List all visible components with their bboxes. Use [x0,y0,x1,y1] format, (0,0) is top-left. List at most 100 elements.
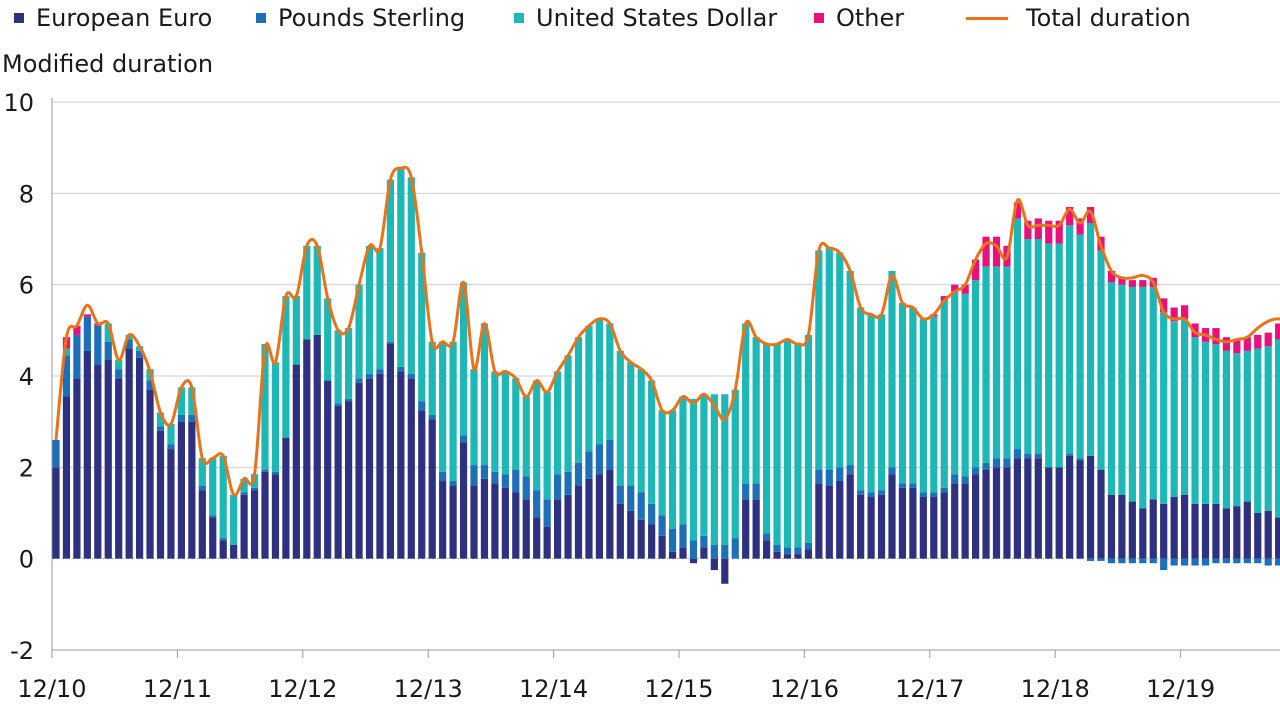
bar-segment-united-states-dollar [240,478,248,493]
legend-label-pounds-sterling: Pounds Sterling [278,4,466,32]
bar-segment-united-states-dollar [397,168,405,367]
bar-segment-united-states-dollar [1139,286,1147,509]
bar-segment-other [1118,277,1126,285]
bar-segment-united-states-dollar [324,298,332,381]
bar-segment-european-euro [230,544,238,559]
bar-segment-united-states-dollar [1097,250,1105,470]
bar-segment-european-euro [668,551,677,559]
bar-segment-other [83,314,91,317]
bar-segment-european-euro [115,378,123,559]
bar-segment-european-euro [867,497,875,559]
bar-segment-pounds-sterling [480,465,489,479]
bar-segment-pounds-sterling [345,398,353,402]
legend-label-european-euro: European Euro [36,4,213,32]
bar-segment-other [961,284,969,294]
bar-segment-pounds-sterling [167,444,175,450]
bar-segment-pounds-sterling [648,503,656,525]
bar-segment-pounds-sterling [386,341,394,345]
bar-segment-european-euro [574,485,583,559]
bar-segment-pounds-sterling [136,350,144,358]
bar-segment-european-euro [1086,455,1095,559]
bar-segment-other [1086,207,1095,224]
bar-segment-pounds-sterling [418,401,426,411]
bar-segment-pounds-sterling [1222,558,1230,564]
bar-segment-united-states-dollar [115,360,123,370]
bar-segment-other [1170,307,1178,322]
bar-segment-pounds-sterling [271,471,280,475]
y-tick-label: 8 [19,180,34,208]
bar-segment-united-states-dollar [62,348,71,356]
bar-segment-european-euro [397,371,405,559]
bar-segment-united-states-dollar [386,179,394,342]
bar-segment-united-states-dollar [637,369,645,493]
bar-segment-other [992,236,1001,267]
bar-segment-pounds-sterling [1107,558,1116,564]
bar-segment-european-euro [564,494,572,559]
bar-segment-european-euro [522,499,530,559]
bar-segment-united-states-dollar [407,177,415,374]
bar-segment-european-euro [219,540,227,559]
bar-segment-united-states-dollar [428,341,436,415]
bar-segment-united-states-dollar [1003,266,1011,459]
bar-segment-pounds-sterling [679,524,687,548]
bar-segment-european-euro [1118,494,1126,559]
bar-segment-european-euro [658,535,666,559]
bar-segment-european-euro [648,524,656,559]
bar-segment-european-euro [104,360,112,559]
bar-segment-european-euro [794,554,802,559]
bar-segment-pounds-sterling [752,483,760,500]
bar-segment-united-states-dollar [418,252,426,402]
bar-segment-pounds-sterling [1076,458,1084,461]
bar-segment-united-states-dollar [648,380,656,504]
bar-segment-pounds-sterling [940,487,948,493]
bar-segment-european-euro [783,554,792,559]
bar-segment-pounds-sterling [1275,558,1280,566]
bar-segment-pounds-sterling [1264,558,1272,566]
bar-segment-european-euro [459,442,468,559]
bar-segment-european-euro [334,405,342,559]
bar-segment-united-states-dollar [961,293,969,477]
total-duration-line [54,165,1280,497]
bar-segment-pounds-sterling [250,487,259,491]
bar-segment-pounds-sterling [1201,558,1210,566]
bar-segment-other [1275,323,1280,340]
bar-segment-european-euro [1045,467,1053,559]
bar-segment-united-states-dollar [1086,223,1095,456]
bar-segment-european-euro [846,474,854,559]
bar-segment-pounds-sterling [1013,449,1021,459]
bar-segment-pounds-sterling [83,316,91,351]
bar-segment-european-euro [177,421,185,559]
bar-segment-pounds-sterling [992,458,1001,468]
bar-segment-european-euro [595,474,603,559]
bar-segment-european-euro [418,410,426,559]
bar-segment-pounds-sterling [491,471,499,484]
bar-segment-other [1128,280,1136,287]
bar-segment-pounds-sterling [888,467,896,475]
bar-segment-european-euro [700,547,708,559]
bar-segment-pounds-sterling [533,490,541,518]
bar-segment-pounds-sterling [804,542,812,550]
bar-segment-pounds-sterling [1212,558,1220,564]
bar-segment-other [1076,218,1084,235]
bar-segment-european-euro [313,334,321,559]
bar-segment-other [1222,337,1230,351]
bar-segment-european-euro [198,490,206,559]
bar-segment-european-euro [815,483,823,559]
legend-item-other: Other [814,4,904,32]
bar-segment-pounds-sterling [470,465,478,486]
bar-segment-pounds-sterling [877,490,886,495]
bar-segment-pounds-sterling [710,544,718,559]
y-tick-label: -2 [10,637,34,665]
bar-segment-united-states-dollar [930,316,938,493]
bar-segment-united-states-dollar [376,248,384,370]
x-tick-label: 12/15 [644,675,713,703]
bar-segment-united-states-dollar [658,410,666,516]
bar-segment-european-euro [386,344,394,559]
bar-segment-pounds-sterling [365,373,374,379]
bar-segment-pounds-sterling [198,485,206,491]
bar-segment-pounds-sterling [104,341,112,361]
bar-segment-pounds-sterling [459,435,468,443]
bar-segment-pounds-sterling [1024,453,1032,459]
bar-segment-united-states-dollar [804,334,812,543]
